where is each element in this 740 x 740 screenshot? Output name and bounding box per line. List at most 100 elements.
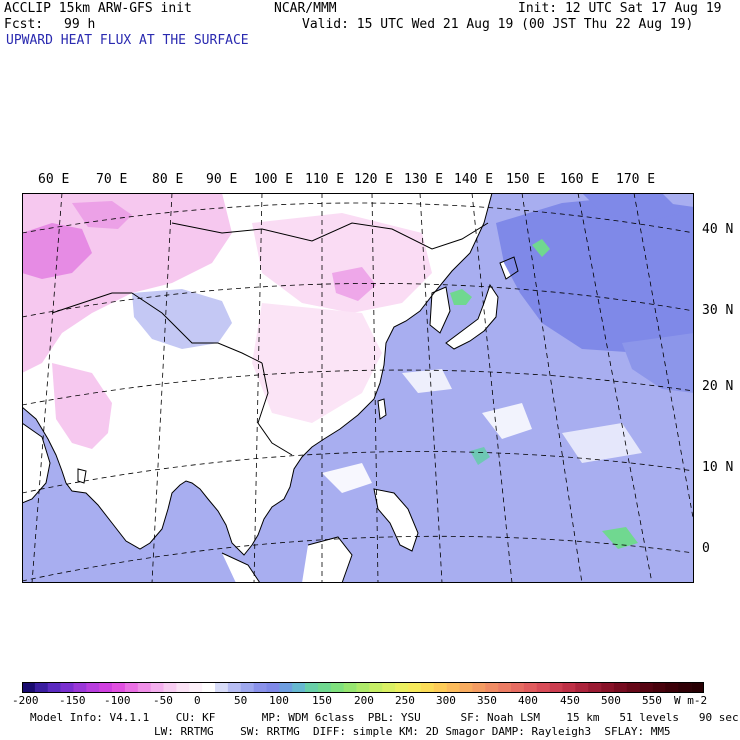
colorbar-swatch	[510, 682, 525, 693]
colorbar-label: -200	[12, 694, 39, 707]
colorbar-swatch	[47, 682, 61, 693]
strong-flux-magenta-3	[332, 267, 376, 301]
colorbar-swatch	[253, 682, 267, 693]
colorbar-swatch	[575, 682, 589, 693]
colorbar-swatch	[86, 682, 100, 693]
colorbar-swatch	[343, 682, 357, 693]
lon-label: 150 E	[506, 172, 546, 187]
positive-flux-india	[52, 363, 112, 449]
field-name: UPWARD HEAT FLUX AT THE SURFACE	[6, 33, 249, 48]
strong-flux-magenta-2	[72, 201, 132, 229]
tibet-plateau	[132, 289, 232, 349]
colorbar-swatch	[446, 682, 460, 693]
colorbar-swatch	[433, 682, 447, 693]
colorbar-swatch	[163, 682, 177, 693]
arabia-landmass	[22, 423, 50, 503]
colorbar-swatch	[330, 682, 344, 693]
lat-line-40n	[22, 202, 694, 234]
map-frame	[22, 193, 694, 583]
sumatra-outline	[221, 552, 261, 583]
colorbar-swatch	[176, 682, 190, 693]
colorbar-label: -100	[104, 694, 131, 707]
colorbar-swatch	[73, 682, 87, 693]
lon-line-160e	[577, 193, 653, 583]
center-label: NCAR/MMM	[274, 1, 337, 16]
colorbar-swatch	[202, 682, 216, 693]
lat-label: 20 N	[702, 379, 734, 394]
sumatra	[222, 553, 260, 583]
sri-lanka	[78, 469, 86, 483]
lon-line-80e	[31, 193, 63, 583]
colorbar-swatch	[189, 682, 203, 693]
lon-line-150e	[521, 193, 583, 583]
colorbar-swatch	[626, 682, 640, 693]
valid-time: Valid: 15 UTC Wed 21 Aug 19 (00 JST Thu …	[302, 17, 694, 32]
flux-green-south	[602, 527, 638, 549]
colorbar-label: 500	[601, 694, 621, 707]
taiwan	[378, 399, 386, 419]
colorbar-swatch	[498, 682, 512, 693]
hokkaido-outline	[499, 256, 519, 280]
taiwan-outline	[377, 398, 387, 420]
colorbar-swatch	[227, 682, 242, 693]
sri-lanka-outline	[77, 468, 87, 484]
colorbar-swatch	[408, 682, 422, 693]
lon-label: 70 E	[96, 172, 128, 187]
colorbar-label: 150	[312, 694, 332, 707]
negative-flux-east	[622, 333, 694, 393]
colorbar-label: 100	[269, 694, 289, 707]
colorbar-swatch	[472, 682, 486, 693]
colorbar-label: 0	[194, 694, 201, 707]
colorbar-swatch	[549, 682, 563, 693]
positive-flux-mongolia	[252, 213, 432, 313]
colorbar-swatch	[485, 682, 499, 693]
colorbar-swatch	[317, 682, 332, 693]
colorbar-swatch	[536, 682, 550, 693]
colorbar-label: 200	[354, 694, 374, 707]
lon-line-90e	[151, 193, 173, 583]
colorbar-swatch	[420, 682, 435, 693]
flux-green-typhoon	[470, 447, 490, 465]
colorbar-label: 450	[560, 694, 580, 707]
colorbar-swatch	[22, 682, 36, 693]
lon-label: 80 E	[152, 172, 184, 187]
colorbar-label: -150	[59, 694, 86, 707]
philippines	[374, 489, 418, 551]
colorbar-swatch	[60, 682, 74, 693]
lat-label: 10 N	[702, 460, 734, 475]
model-info: Model Info: V4.1.1 CU: KF MP: WDM 6class…	[30, 711, 739, 724]
lon-label: 140 E	[454, 172, 494, 187]
colorbar-swatch	[99, 682, 113, 693]
init-time: Init: 12 UTC Sat 17 Aug 19	[518, 1, 722, 16]
lon-line-120e	[371, 193, 379, 583]
colorbar-swatch	[279, 682, 293, 693]
colorbar-swatch	[34, 682, 49, 693]
border-indochina	[257, 362, 293, 456]
ocean-clear-3	[562, 423, 642, 463]
lon-label: 110 E	[305, 172, 345, 187]
colorbar-border	[22, 682, 704, 693]
lon-label: 100 E	[254, 172, 294, 187]
colorbar-swatch	[124, 682, 139, 693]
colorbar-swatch	[356, 682, 370, 693]
lat-label: 40 N	[702, 222, 734, 237]
borneo	[302, 537, 352, 583]
lat-line-30n	[22, 283, 694, 318]
colorbar-label: 250	[395, 694, 415, 707]
flux-green-japan	[450, 289, 472, 305]
colorbar-swatch	[691, 682, 704, 693]
colorbar-swatch	[523, 682, 538, 693]
colorbar-swatch	[395, 682, 409, 693]
colorbar-swatch	[459, 682, 473, 693]
fcst-value: 99 h	[64, 17, 96, 32]
colorbar-swatch	[266, 682, 280, 693]
colorbar-swatch	[137, 682, 151, 693]
lon-line-170e	[633, 193, 694, 524]
border-india-west	[51, 292, 132, 314]
lon-label: 160 E	[560, 172, 600, 187]
colorbar-swatch	[665, 682, 679, 693]
model-title: ACCLIP 15km ARW-GFS init	[4, 1, 192, 16]
lat-label: 30 N	[702, 303, 734, 318]
colorbar-swatch	[678, 682, 692, 693]
positive-flux-china	[252, 303, 382, 423]
